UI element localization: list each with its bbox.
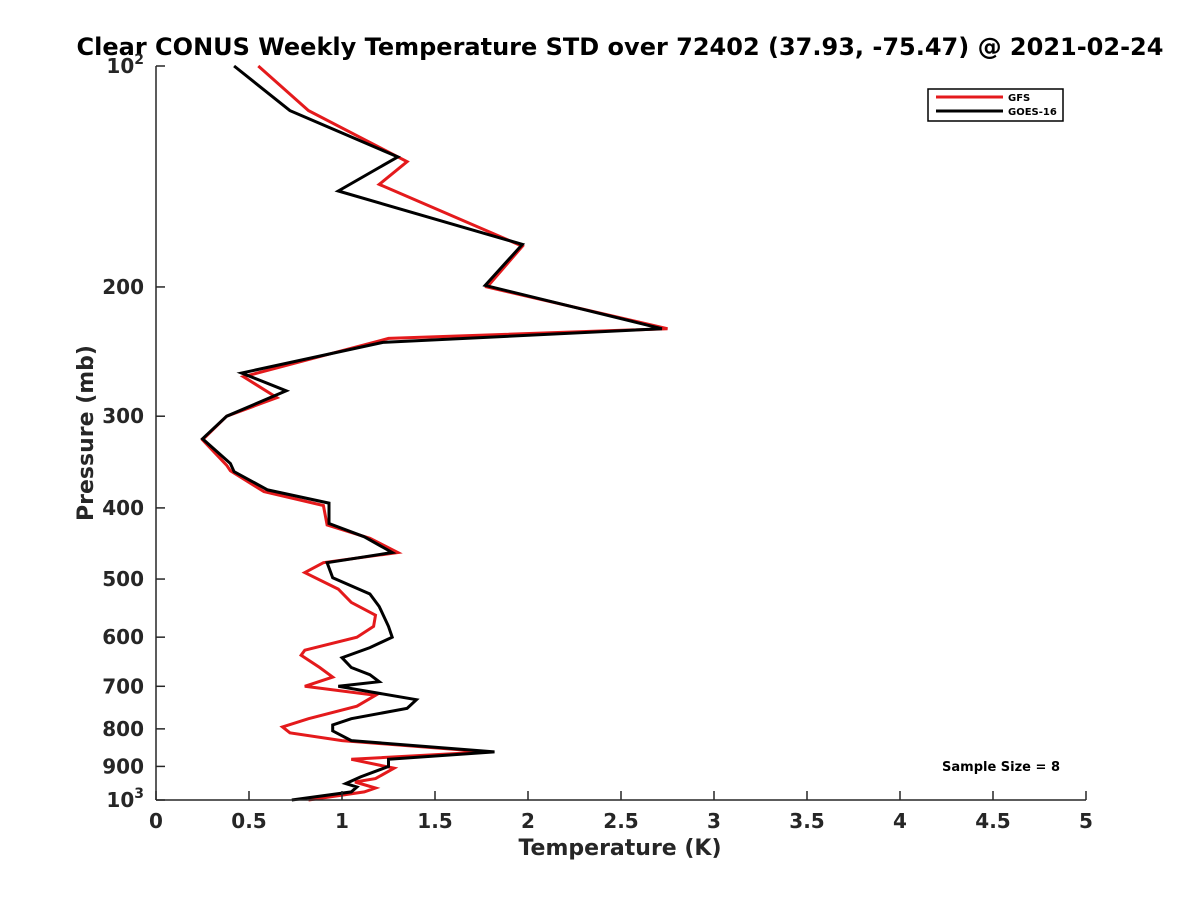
x-tick-label: 4 [893, 809, 907, 833]
y-tick-label: 400 [102, 496, 144, 520]
legend-box [927, 88, 1064, 122]
x-tick-label: 1 [335, 809, 349, 833]
legend: GFS GOES-16 [927, 88, 1064, 122]
series-line-goes-16 [200, 64, 663, 802]
sample-size-annotation: Sample Size = 8 [942, 760, 1060, 775]
x-tick-label: 2.5 [603, 809, 638, 833]
x-tick-label: 0.5 [231, 809, 266, 833]
y-tick-power-label: 102 [106, 52, 144, 78]
plot-background [156, 66, 1086, 800]
x-tick-label: 4.5 [975, 809, 1010, 833]
legend-items: GFS GOES-16 [936, 93, 1057, 118]
y-tick-label: 900 [102, 754, 144, 778]
y-tick-label: 500 [102, 567, 144, 591]
series-layer [200, 64, 668, 802]
x-tick-label: 1.5 [417, 809, 452, 833]
plot-area: 0 0.5 1 1.5 2 2.5 3 3.5 4 4.5 5 200 300 400 500 600 700… [102, 52, 1093, 833]
x-tick-label: 3 [707, 809, 721, 833]
legend-label: GFS [1008, 93, 1030, 104]
x-axis-title: Temperature (K) [518, 836, 721, 861]
legend-label: GOES-16 [1008, 107, 1057, 118]
y-tick-label: 300 [102, 404, 144, 428]
y-tick-label: 800 [102, 717, 144, 741]
x-tick-label: 2 [521, 809, 535, 833]
x-tick-label: 0 [149, 809, 163, 833]
x-axis-ticks: 0 0.5 1 1.5 2 2.5 3 3.5 4 4.5 5 [149, 791, 1093, 833]
y-axis-title: Pressure (mb) [74, 345, 99, 521]
x-tick-label: 3.5 [789, 809, 824, 833]
x-tick-label: 5 [1079, 809, 1093, 833]
y-tick-label: 700 [102, 674, 144, 698]
y-tick-label: 200 [102, 275, 144, 299]
chart-title: Clear CONUS Weekly Temperature STD over … [77, 33, 1164, 61]
y-axis-ticks: 200 300 400 500 600 700 800 900 102 103 [102, 52, 165, 812]
y-tick-label: 600 [102, 625, 144, 649]
y-tick-power-label: 103 [106, 786, 144, 812]
